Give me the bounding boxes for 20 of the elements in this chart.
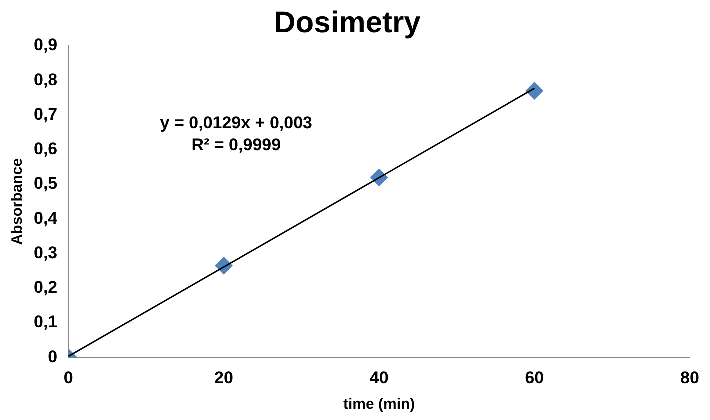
annotation: y = 0,0129x + 0,003 [160,114,313,133]
chart-title: Dosimetry [274,6,422,40]
y-tick-label: 0,2 [34,278,58,298]
x-tick-label: 80 [680,368,700,388]
y-tick-label: 0,7 [34,104,58,124]
y-tick-label: 0,6 [34,140,58,159]
x-tick-label: 60 [525,368,544,388]
y-tick-label: 0,8 [34,70,58,90]
y-tick-label: 0,4 [34,208,58,228]
x-tick-label: 20 [214,368,234,388]
y-axis-title: Absorbance [9,158,26,246]
y-tick-label: 0,5 [34,174,58,194]
x-axis-title: time (min) [343,396,416,414]
y-tick-label: 0 [48,347,58,366]
y-tick-label: 0,9 [34,36,58,55]
x-tick-label: 40 [370,368,389,388]
x-tick-label: 0 [64,368,74,388]
y-tick-label: 0,3 [34,243,58,262]
annotation: R² = 0,9999 [192,136,282,155]
y-tick-label: 0,1 [34,312,58,332]
